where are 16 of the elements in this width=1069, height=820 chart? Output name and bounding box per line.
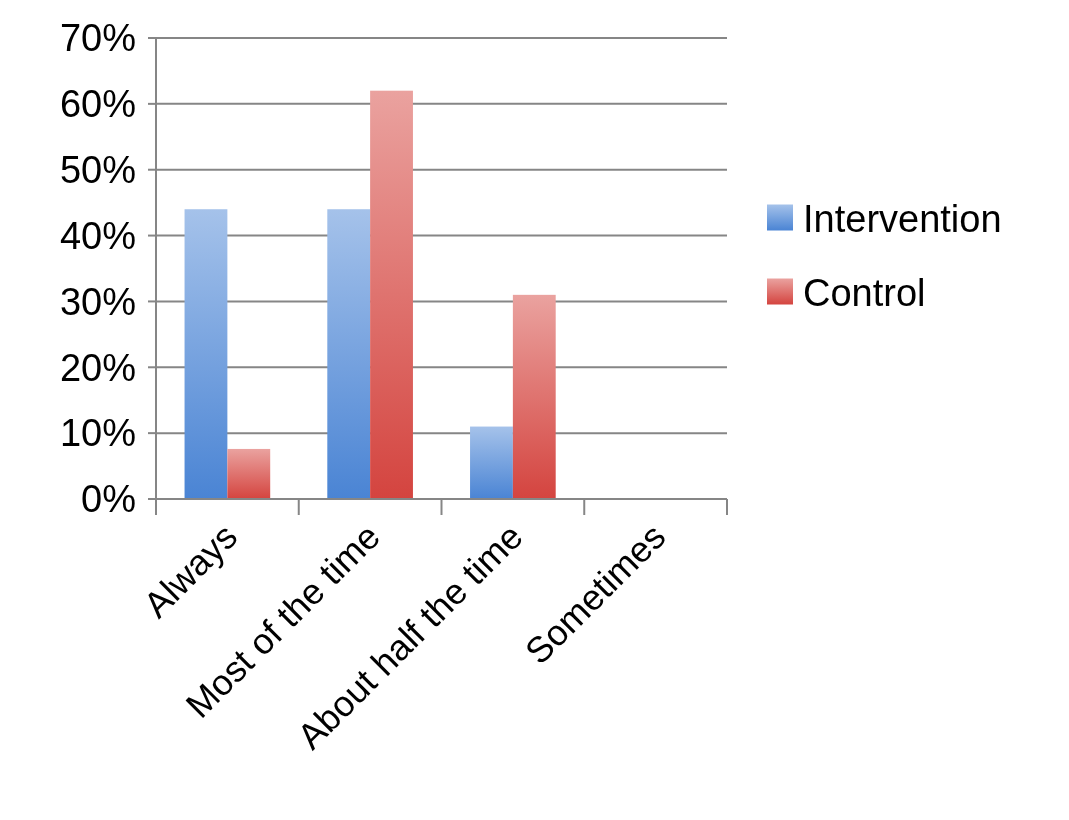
y-tick-label: 70% bbox=[59, 17, 136, 60]
y-tick-label: 60% bbox=[59, 83, 136, 126]
y-tick-label: 0% bbox=[81, 478, 136, 521]
y-tick-label: 20% bbox=[59, 346, 136, 389]
bar bbox=[512, 294, 556, 499]
legend-label: Intervention bbox=[803, 197, 1002, 240]
y-tick-label: 10% bbox=[59, 412, 136, 455]
bar bbox=[370, 90, 413, 499]
bar bbox=[327, 209, 371, 499]
legend-label: Control bbox=[803, 271, 926, 314]
y-tick-label: 40% bbox=[59, 214, 136, 257]
bar bbox=[470, 426, 513, 499]
bar bbox=[184, 209, 228, 499]
y-tick-label: 30% bbox=[59, 280, 136, 323]
y-tick-label: 50% bbox=[59, 149, 136, 192]
bar bbox=[227, 448, 271, 499]
